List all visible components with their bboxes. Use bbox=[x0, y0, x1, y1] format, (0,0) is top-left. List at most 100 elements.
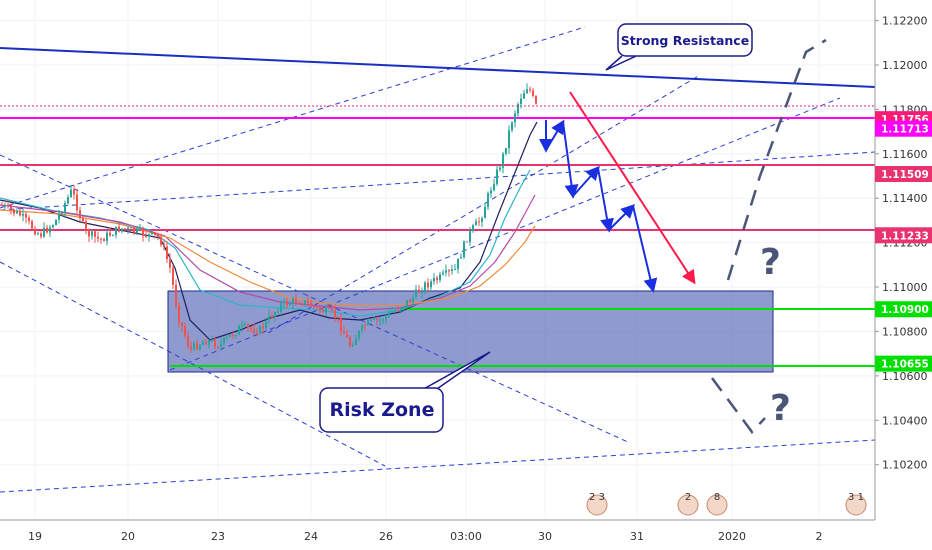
price-level-label: 1.10900 bbox=[881, 304, 929, 316]
zigzag-arrow-6 bbox=[608, 204, 635, 231]
candle-body bbox=[364, 325, 366, 327]
price-level-labels: 1.117561.117131.115091.112331.109001.106… bbox=[875, 111, 932, 372]
candle-body bbox=[304, 300, 306, 305]
candle-body bbox=[352, 345, 354, 347]
candle-body bbox=[100, 238, 102, 240]
candle-body bbox=[205, 341, 207, 345]
strong-resistance-line bbox=[0, 47, 876, 88]
x-tick-label: 31 bbox=[630, 530, 644, 543]
candle-body bbox=[115, 226, 117, 236]
candle-body bbox=[493, 184, 495, 191]
candle-body bbox=[454, 269, 456, 271]
candle-body bbox=[274, 312, 276, 318]
candle-body bbox=[220, 343, 222, 348]
candle-body bbox=[355, 338, 357, 346]
candle-body bbox=[478, 221, 480, 223]
candle-body bbox=[229, 334, 231, 337]
candle-body bbox=[64, 203, 66, 213]
ascending-line-1 bbox=[267, 74, 701, 334]
candles bbox=[1, 83, 537, 354]
candle-body bbox=[337, 316, 339, 319]
candle-body bbox=[499, 167, 501, 170]
candle-body bbox=[154, 232, 156, 235]
candle-body bbox=[151, 232, 153, 234]
candle-body bbox=[403, 306, 405, 309]
risk-callout-pointer bbox=[419, 351, 491, 392]
y-tick-label: 1.10800 bbox=[882, 325, 928, 338]
y-tick-label: 1.11400 bbox=[882, 192, 928, 205]
risk-zone-callout: Risk Zone bbox=[319, 351, 491, 433]
candle-body bbox=[55, 219, 57, 226]
candle-body bbox=[451, 269, 453, 271]
candle-body bbox=[442, 272, 444, 275]
descending-line-2 bbox=[0, 261, 386, 467]
candle-body bbox=[325, 307, 327, 313]
question-mark-2: ? bbox=[770, 388, 791, 429]
candle-body bbox=[223, 337, 225, 344]
descending-line-1 bbox=[0, 154, 631, 444]
candle-body bbox=[40, 233, 42, 237]
candle-body bbox=[382, 319, 384, 321]
question-mark-1: ? bbox=[760, 242, 781, 283]
candle-body bbox=[319, 306, 321, 311]
candle-body bbox=[22, 213, 24, 216]
candle-body bbox=[532, 90, 534, 97]
candle-body bbox=[427, 282, 429, 288]
candle-body bbox=[277, 311, 279, 313]
candle-body bbox=[43, 227, 45, 237]
candle-body bbox=[214, 339, 216, 348]
candle-body bbox=[508, 130, 510, 149]
y-tick-label: 1.10200 bbox=[882, 459, 928, 472]
candle-body bbox=[469, 230, 471, 243]
candle-body bbox=[349, 337, 351, 347]
candle-body bbox=[178, 305, 180, 323]
x-tick-label: 23 bbox=[211, 530, 225, 543]
candle-body bbox=[94, 231, 96, 237]
candle-body bbox=[415, 289, 417, 297]
candle-body bbox=[97, 236, 99, 239]
candle-body bbox=[280, 303, 282, 312]
event-badge-label: 3 1 bbox=[848, 492, 864, 503]
candle-body bbox=[322, 310, 324, 313]
candle-body bbox=[271, 315, 273, 318]
callout-pointer bbox=[605, 55, 637, 71]
event-badge[interactable] bbox=[586, 494, 608, 516]
candle-body bbox=[127, 227, 129, 230]
candle-body bbox=[175, 284, 177, 306]
candle-body bbox=[502, 153, 504, 168]
zigzag-arrow-4 bbox=[572, 165, 600, 197]
x-tick-label: 2020 bbox=[718, 530, 746, 543]
event-badge[interactable] bbox=[845, 494, 867, 516]
candle-body bbox=[400, 308, 402, 311]
y-tick-label: 1.12200 bbox=[882, 15, 928, 28]
candle-body bbox=[340, 318, 342, 332]
candle-body bbox=[139, 228, 141, 230]
event-badge[interactable] bbox=[677, 494, 699, 516]
candle-body bbox=[145, 235, 147, 237]
candle-body bbox=[289, 303, 291, 306]
candle-body bbox=[430, 281, 432, 288]
candle-body bbox=[334, 310, 336, 317]
x-tick-label: 26 bbox=[379, 530, 393, 543]
candle-body bbox=[292, 298, 294, 304]
bullish-path-lower bbox=[710, 377, 766, 434]
candle-body bbox=[418, 289, 420, 293]
price-level-label: 1.11509 bbox=[881, 169, 929, 181]
candle-body bbox=[436, 277, 438, 281]
candle-body bbox=[187, 335, 189, 347]
candle-body bbox=[172, 267, 174, 285]
price-level-label: 1.11233 bbox=[881, 230, 929, 242]
candle-body bbox=[466, 241, 468, 243]
candle-body bbox=[31, 221, 33, 229]
x-tick-label: 20 bbox=[121, 530, 135, 543]
candle-body bbox=[481, 218, 483, 222]
candle-body bbox=[112, 235, 114, 237]
candle-body bbox=[406, 300, 408, 307]
grid bbox=[0, 0, 875, 520]
candle-body bbox=[379, 319, 381, 321]
candle-body bbox=[343, 331, 345, 334]
x-tick-label: 03:00 bbox=[450, 530, 482, 543]
candle-body bbox=[475, 221, 477, 226]
event-badge[interactable] bbox=[706, 494, 728, 516]
